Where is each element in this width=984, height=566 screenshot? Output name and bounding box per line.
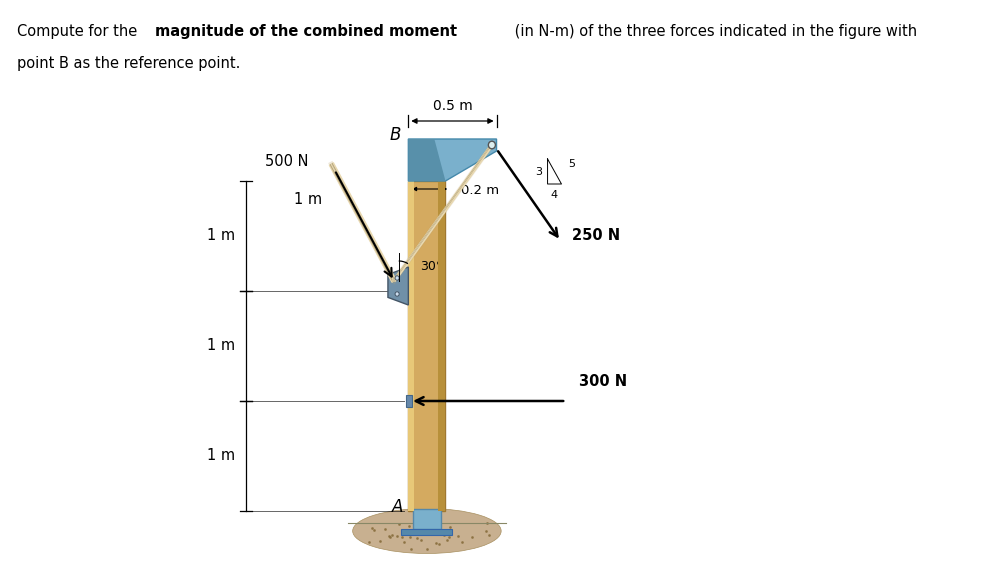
Text: 30°: 30° [420,260,442,273]
Text: 1 m: 1 m [207,448,235,464]
Text: 1 m: 1 m [294,191,322,207]
Ellipse shape [352,508,501,554]
Text: B: B [390,126,400,144]
Circle shape [396,276,400,280]
Text: 4: 4 [550,190,558,200]
Bar [438,181,446,511]
Text: 0.5 m: 0.5 m [433,99,472,113]
Text: magnitude of the combined moment: magnitude of the combined moment [155,24,458,39]
Bar [408,181,446,511]
Text: 0.2 m: 0.2 m [461,183,499,196]
Text: 500 N: 500 N [265,154,308,169]
Text: 3: 3 [535,167,542,177]
Bar [413,509,441,529]
Text: 250 N: 250 N [572,229,620,243]
Polygon shape [408,139,446,181]
Bar [406,395,412,407]
Polygon shape [388,267,408,305]
Text: 300 N: 300 N [580,374,628,389]
Text: Compute for the: Compute for the [17,24,142,39]
Circle shape [396,292,400,296]
Text: 1 m: 1 m [207,338,235,354]
Bar [408,181,414,511]
Text: A: A [393,498,403,516]
Text: 5: 5 [568,159,575,169]
Bar [401,529,453,535]
Polygon shape [408,139,497,181]
Circle shape [488,141,495,149]
Text: 1 m: 1 m [207,229,235,243]
Text: (in N-m) of the three forces indicated in the figure with: (in N-m) of the three forces indicated i… [511,24,917,39]
Text: point B as the reference point.: point B as the reference point. [17,56,240,71]
